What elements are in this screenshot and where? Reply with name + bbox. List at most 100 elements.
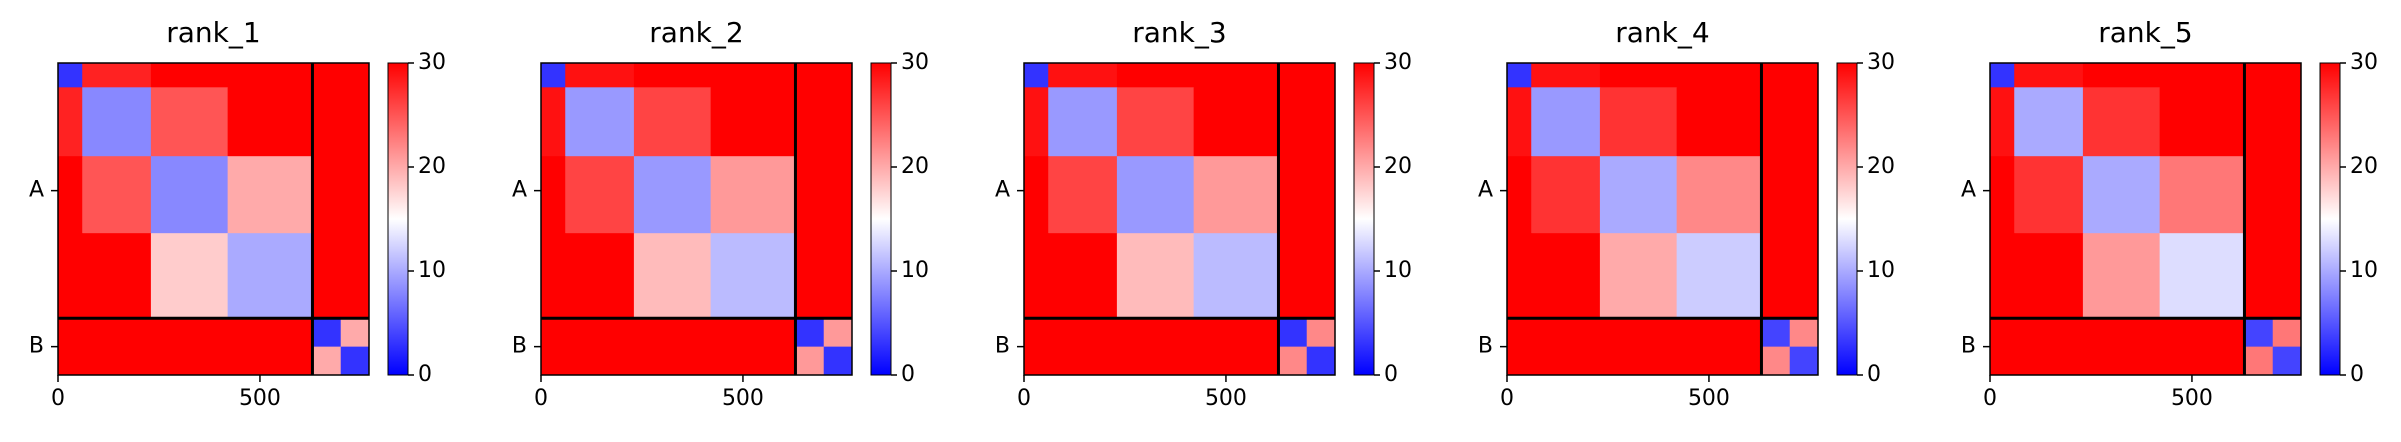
heatmap-cell [2244,87,2274,157]
heatmap-cell [1507,87,1532,157]
x-tick-label: 500 [1688,386,1730,411]
heatmap-cell [150,156,229,234]
heatmap-cell [565,346,635,376]
y-tick-label: A [1961,178,1976,203]
colorbar-tick-label: 10 [418,258,446,283]
colorbar-tick-label: 0 [2350,362,2364,387]
heatmap-cell [795,156,825,234]
heatmap-cell [1024,63,1049,88]
heatmap-cell [312,233,342,319]
heatmap-cell [1676,87,1762,157]
heatmap-cell [58,318,83,348]
heatmap-cell [2082,156,2161,234]
colorbar-tick-label: 30 [901,50,929,75]
heatmap-cell [710,87,796,157]
heatmap-cell [312,87,342,157]
heatmap-cell [1024,87,1049,157]
heatmap-cell [1990,233,2015,319]
heatmap-cell [823,87,853,157]
heatmap-cell [1599,233,1678,319]
panel-title: rank_2 [649,16,743,49]
heatmap-cell [58,63,83,88]
heatmap-cell [312,318,342,348]
colorbar-tick-label: 0 [1384,362,1398,387]
colorbar-tick-label: 20 [2350,154,2378,179]
x-tick-label: 0 [1017,386,1031,411]
colorbar [870,62,892,376]
heatmap-cell [1761,233,1791,319]
heatmap-cell [1507,63,1532,88]
colorbar [1353,62,1375,376]
colorbar-tick-label: 20 [1384,154,1412,179]
x-tick-label: 500 [239,386,281,411]
heatmap-cell [2014,346,2084,376]
heatmap-cell [795,87,825,157]
heatmap-cell [2082,346,2161,376]
heatmap-cell [795,233,825,319]
heatmap-cell [1789,346,1819,376]
heatmap-cell [340,63,370,88]
heatmap-cell [1116,156,1195,234]
heatmap-cell [58,233,83,319]
heatmap-cell [1306,233,1336,319]
heatmap-cell [1048,318,1118,348]
heatmap-cell [1116,318,1195,348]
heatmap-cell [1990,346,2015,376]
heatmap-cell [823,346,853,376]
heatmap-cell [1599,87,1678,157]
heatmap-cell [1278,233,1308,319]
heatmap-cell [2272,318,2302,348]
heatmap-cell [1531,63,1601,88]
heatmap-cell [1278,156,1308,234]
heatmap-cell [2159,346,2245,376]
heatmap-cell [2082,233,2161,319]
heatmap-cell [1531,87,1601,157]
heatmap-cell [1278,87,1308,157]
heatmap-cell [150,233,229,319]
heatmap-cell [2014,87,2084,157]
heatmap-cell [82,87,152,157]
heatmap-cell [227,63,313,88]
heatmap-cell [1507,233,1532,319]
x-tick-label: 0 [1983,386,1997,411]
heatmap-cell [1278,346,1308,376]
heatmap-cell [150,63,229,88]
heatmap-cell [2244,233,2274,319]
heatmap-cell [1599,156,1678,234]
heatmap-cell [1789,156,1819,234]
heatmap-cell [2082,63,2161,88]
colorbar [387,62,409,376]
heatmap-cell [1676,63,1762,88]
heatmap-cell [633,63,712,88]
heatmap-cell [823,233,853,319]
heatmap-cell [1193,63,1279,88]
heatmap-cell [1024,156,1049,234]
heatmap-cell [312,63,342,88]
heatmap-cell [1789,63,1819,88]
colorbar-tick-label: 30 [418,50,446,75]
heatmap-cell [1990,87,2015,157]
heatmap-cell [633,233,712,319]
heatmap-cell [2082,318,2161,348]
heatmap-cell [312,346,342,376]
colorbar-tick-label: 20 [418,154,446,179]
heatmap-cell [565,233,635,319]
colorbar-tick-label: 30 [2350,50,2378,75]
heatmap-cell [1048,156,1118,234]
heatmap-cell [2244,346,2274,376]
heatmap-cell [150,87,229,157]
heatmap-cell [2014,318,2084,348]
x-tick-label: 0 [1500,386,1514,411]
heatmap-cell [2244,63,2274,88]
heatmap-cell [58,346,83,376]
heatmap-cell [2272,156,2302,234]
colorbar-tick-label: 10 [901,258,929,283]
heatmap-cell [2014,63,2084,88]
heatmap-cell [1193,87,1279,157]
heatmap-cell [541,63,566,88]
heatmap-cell [82,233,152,319]
heatmap-cell [1761,63,1791,88]
heatmap-cell [1990,63,2015,88]
heatmap-cell [1761,346,1791,376]
